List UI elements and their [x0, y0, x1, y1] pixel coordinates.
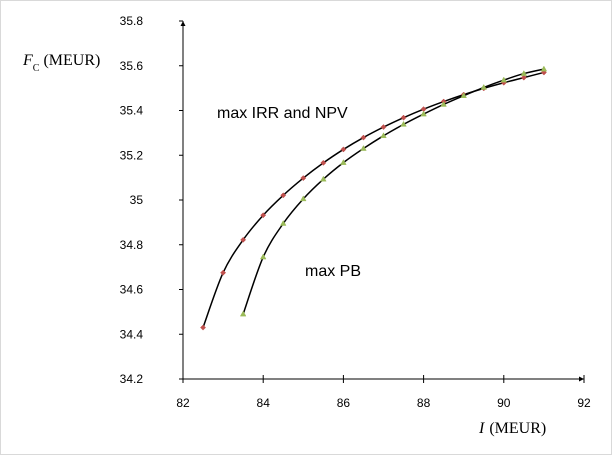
x-tick-label-88: 88 — [417, 396, 431, 410]
series-0-point-10 — [400, 114, 407, 121]
x-tick-label-84: 84 — [257, 396, 271, 410]
series-0-point-17 — [540, 69, 547, 76]
series-1-point-15 — [540, 65, 548, 72]
series-1-point-14 — [520, 70, 528, 76]
series-1-point-8 — [400, 120, 407, 127]
x-axis-unit: (MEUR) — [489, 420, 546, 437]
x-tick-label-86: 86 — [337, 396, 351, 410]
y-tick-label-35.6: 35.6 — [120, 59, 144, 73]
series-0-point-1 — [220, 269, 227, 276]
x-tick-label-92: 92 — [577, 396, 591, 410]
series-1-point-11 — [460, 92, 467, 98]
y-tick-label-34.2: 34.2 — [120, 372, 144, 386]
series-1-point-4 — [320, 175, 327, 182]
series-0-point-16 — [520, 74, 527, 81]
series-layer — [200, 65, 548, 331]
series-1-point-2 — [280, 219, 287, 226]
series-0-point-7 — [340, 146, 347, 153]
series-1-point-10 — [440, 100, 447, 107]
series-0-point-2 — [240, 236, 247, 243]
y-axis-subscript: C — [33, 63, 40, 74]
series-1-point-13 — [500, 76, 508, 83]
series-1-point-0 — [239, 310, 247, 317]
x-axis-symbol: I — [478, 420, 485, 437]
series-1-point-12 — [480, 83, 487, 90]
annotation-max-irr-npv: max IRR and NPV — [217, 105, 348, 122]
x-axis-arrow — [579, 376, 584, 382]
y-tick-label-34.6: 34.6 — [120, 283, 144, 297]
series-0-point-3 — [260, 212, 267, 219]
series-1-point-6 — [360, 145, 367, 151]
series-1-point-1 — [259, 253, 267, 260]
series-1-point-9 — [420, 110, 427, 117]
x-axis-label: I (MEUR) — [478, 420, 546, 437]
y-tick-label-34.8: 34.8 — [120, 238, 144, 252]
annotation-max-pb: max PB — [305, 263, 361, 280]
x-tick-label-90: 90 — [497, 396, 511, 410]
axis-layer: 82 84 86 88 90 92 34.2 34.4 34.6 34.8 35 35.2 35.4 35… — [120, 14, 591, 410]
series-0-point-6 — [320, 159, 327, 166]
y-axis-unit: (MEUR) — [43, 52, 100, 69]
series-0-point-8 — [360, 134, 367, 141]
series-0-point-5 — [300, 175, 307, 182]
y-axis-symbol: F — [22, 52, 33, 69]
series-0-point-9 — [380, 124, 387, 131]
series-1-line — [242, 68, 545, 315]
series-1-point-5 — [340, 159, 347, 165]
y-tick-label-35.8: 35.8 — [120, 14, 144, 28]
series-0-point-0 — [200, 324, 207, 331]
y-axis-label: FC (MEUR) — [22, 52, 100, 74]
y-tick-label-35.2: 35.2 — [120, 148, 144, 162]
x-tick-label-82: 82 — [176, 396, 190, 410]
series-1-point-7 — [380, 132, 387, 139]
series-1-point-3 — [300, 195, 307, 202]
y-tick-label-34.4: 34.4 — [120, 327, 144, 341]
y-tick-label-35.4: 35.4 — [120, 104, 144, 118]
y-axis-arrow — [180, 21, 186, 26]
series-0-point-4 — [280, 192, 287, 199]
y-tick-label-35: 35 — [130, 193, 144, 207]
